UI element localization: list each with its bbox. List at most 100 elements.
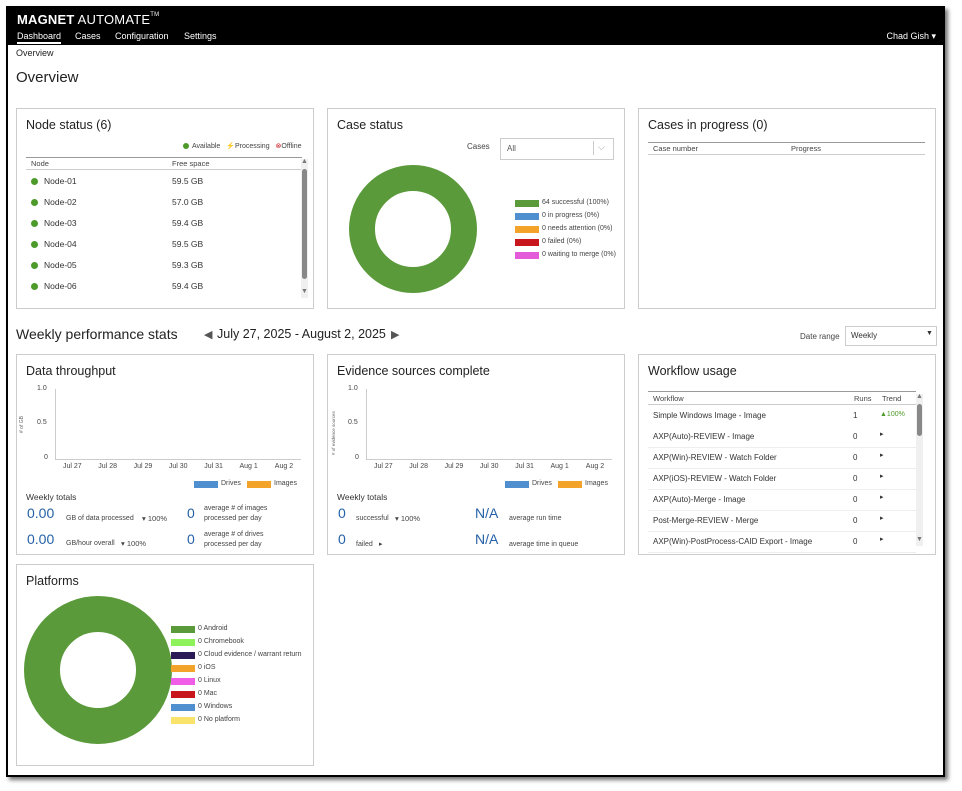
col-trend[interactable]: Trend xyxy=(882,394,902,403)
trend-caret-icon: ▸ xyxy=(880,494,884,501)
node-row[interactable]: Node-02 57.0 GB xyxy=(26,196,298,212)
legend-swatch xyxy=(171,652,195,659)
gb-hour-change: ▾ 100% xyxy=(121,539,146,548)
legend-label: 0 failed (0%) xyxy=(542,238,582,245)
node-row[interactable]: Node-06 59.4 GB xyxy=(26,280,298,296)
status-available-icon xyxy=(31,199,38,206)
col-progress[interactable]: Progress xyxy=(791,144,822,153)
successful-value: 0 xyxy=(338,505,346,521)
node-scrollbar[interactable]: ▲ ▼ xyxy=(301,158,308,298)
y-axis xyxy=(55,389,56,459)
nav-cases[interactable]: Cases xyxy=(75,31,101,41)
throughput-y-label: # of GB xyxy=(19,416,25,433)
divider xyxy=(648,142,925,143)
scroll-down-icon[interactable]: ▼ xyxy=(916,536,923,543)
scroll-up-icon[interactable]: ▲ xyxy=(916,393,923,400)
col-runs[interactable]: Runs xyxy=(854,394,872,403)
gb-processed-value: 0.00 xyxy=(27,505,55,521)
breadcrumb[interactable]: Overview xyxy=(16,48,54,58)
workflow-row[interactable]: AXP(Auto)-REVIEW - Image 0 ▸ xyxy=(648,428,916,448)
x-tick: Aug 2 xyxy=(274,463,294,470)
down-arrow-icon: ▾ xyxy=(142,514,148,523)
node-row[interactable]: Node-03 59.4 GB xyxy=(26,217,298,233)
node-row[interactable]: Node-01 59.5 GB xyxy=(26,175,298,191)
workflow-runs: 0 xyxy=(853,432,858,441)
col-case-number[interactable]: Case number xyxy=(653,144,699,153)
cases-filter-label: Cases xyxy=(467,142,490,151)
node-free-space: 59.3 GB xyxy=(172,260,204,270)
node-free-space: 59.5 GB xyxy=(172,176,204,186)
nav-settings[interactable]: Settings xyxy=(184,31,217,41)
workflow-runs: 0 xyxy=(853,474,858,483)
legend-label: 0 Linux xyxy=(198,677,221,684)
node-row[interactable]: Node-05 59.3 GB xyxy=(26,259,298,275)
workflow-row[interactable]: AXP(Win)-PostProcess-CAID Export - Image… xyxy=(648,533,916,553)
node-name: Node-01 xyxy=(44,176,77,186)
date-range-select[interactable]: Weekly ▼ xyxy=(845,326,937,346)
status-available-icon xyxy=(31,220,38,227)
gb-hour-value: 0.00 xyxy=(27,531,55,547)
col-workflow[interactable]: Workflow xyxy=(653,394,684,403)
y-tick: 0 xyxy=(44,454,48,461)
legend-processing: Processing xyxy=(234,143,270,150)
divider xyxy=(26,169,302,170)
node-status-title: Node status (6) xyxy=(26,118,112,132)
x-tick: Jul 28 xyxy=(409,463,428,470)
workflow-row[interactable]: Post-Merge-REVIEW - Merge 0 ▸ xyxy=(648,512,916,532)
legend-label: 0 Android xyxy=(198,625,228,632)
nav-dashboard[interactable]: Dashboard xyxy=(17,31,62,44)
workflow-scrollbar[interactable]: ▲ ▼ xyxy=(916,393,923,546)
legend-label: 0 iOS xyxy=(198,664,216,671)
weekly-stats-title: Weekly performance stats xyxy=(16,326,178,342)
cases-filter-select[interactable]: All ⌵ xyxy=(500,138,614,160)
node-row[interactable]: Node-04 59.5 GB xyxy=(26,238,298,254)
chevron-down-icon: ⌵ xyxy=(598,142,605,152)
x-tick: Jul 29 xyxy=(444,463,464,470)
nav-configuration[interactable]: Configuration xyxy=(115,31,169,41)
page-title: Overview xyxy=(16,69,79,86)
scroll-down-icon[interactable]: ▼ xyxy=(301,288,308,295)
down-arrow-icon: ▾ xyxy=(121,539,127,548)
app-window: MAGNET AUTOMATETM Dashboard Cases Config… xyxy=(6,6,945,777)
legend-drives: Drives xyxy=(532,480,552,487)
prev-week-icon[interactable]: ◀ xyxy=(204,329,213,341)
x-tick: Jul 27 xyxy=(63,463,82,470)
successful-label: successful xyxy=(356,515,389,522)
node-free-space: 59.5 GB xyxy=(172,239,204,249)
divider xyxy=(648,404,916,405)
avg-drives-label-1: average # of drives xyxy=(204,531,264,538)
workflow-name: AXP(Win)-PostProcess-CAID Export - Image xyxy=(653,537,813,546)
available-dot-icon xyxy=(183,143,189,150)
evidence-y-label: # of evidence sources xyxy=(331,411,336,455)
workflow-row[interactable]: AXP(Win)-REVIEW - Watch Folder 0 ▸ xyxy=(648,449,916,469)
workflow-row[interactable]: Simple Windows Image - Image 1 ▲100% xyxy=(648,407,916,426)
node-legend: Available ⚡Processing ⊗Offline xyxy=(183,142,302,150)
workflow-row[interactable]: AXP(iOS)-REVIEW - Watch Folder 0 ▸ xyxy=(648,470,916,490)
divider xyxy=(648,531,916,532)
node-status-card: Node status (6) Available ⚡Processing ⊗O… xyxy=(16,108,314,309)
case-status-card: Case status Cases All ⌵ 64 successful (1… xyxy=(327,108,625,309)
data-throughput-card: Data throughput # of GB 1.0 0.5 0 Jul 27… xyxy=(16,354,314,555)
workflow-row[interactable]: AXP(Auto)-Merge - Image 0 ▸ xyxy=(648,491,916,511)
platforms-card: Platforms 0 Android 0 Chromebook 0 Cloud e… xyxy=(16,564,314,766)
legend-swatch xyxy=(171,639,195,646)
next-week-icon[interactable]: ▶ xyxy=(391,329,400,341)
legend-swatch xyxy=(171,678,195,685)
divider xyxy=(26,157,302,158)
offline-icon: ⊗ xyxy=(275,143,282,150)
col-node-header[interactable]: Node xyxy=(31,159,49,168)
user-menu[interactable]: Chad Gish ▾ xyxy=(886,31,936,41)
y-tick: 0.5 xyxy=(37,419,47,426)
failed-label: failed xyxy=(356,541,373,548)
scroll-up-icon[interactable]: ▲ xyxy=(301,158,308,165)
col-free-header[interactable]: Free space xyxy=(172,159,210,168)
cases-filter-value: All xyxy=(507,144,516,153)
scroll-thumb[interactable] xyxy=(302,169,307,279)
divider xyxy=(648,447,916,448)
workflow-name: Simple Windows Image - Image xyxy=(653,411,766,420)
trend-caret-icon: ▸ xyxy=(880,431,884,438)
brand-logo[interactable]: MAGNET AUTOMATETM xyxy=(17,12,160,27)
scroll-thumb[interactable] xyxy=(917,404,922,436)
date-range-label: Date range xyxy=(800,332,840,341)
weekly-totals-label: Weekly totals xyxy=(337,492,388,502)
